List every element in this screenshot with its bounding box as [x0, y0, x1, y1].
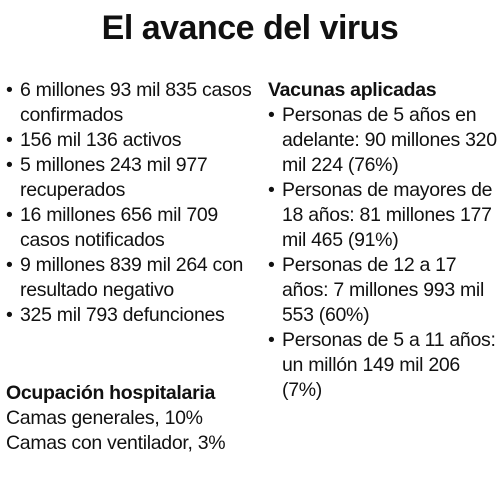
list-item-confirmed: 6 millones 93 mil 835 casos confirmados	[6, 78, 256, 128]
vaccines-list: Personas de 5 años en adelante: 90 millo…	[268, 103, 500, 403]
list-item-active: 156 mil 136 activos	[6, 128, 256, 153]
list-item-vaccine-5-11: Personas de 5 a 11 años: un millón 149 m…	[268, 328, 500, 403]
list-item-vaccine-12-17: Personas de 12 a 17 años: 7 millones 993…	[268, 253, 500, 328]
vaccines-column: Vacunas aplicadas Personas de 5 años en …	[268, 78, 500, 403]
list-item-vaccine-18-plus: Personas de mayores de 18 años: 81 millo…	[268, 178, 500, 253]
list-item-notified: 16 millones 656 mil 709 casos notificado…	[6, 203, 256, 253]
cases-column: 6 millones 93 mil 835 casos confirmados …	[6, 78, 256, 328]
hospital-heading: Ocupación hospitalaria	[6, 382, 216, 404]
ventilator-beds-line: Camas con ventilador, 3%	[6, 432, 226, 454]
general-beds-line: Camas generales, 10%	[6, 407, 203, 429]
cases-list: 6 millones 93 mil 835 casos confirmados …	[6, 78, 256, 328]
infographic-title: El avance del virus	[101, 9, 399, 47]
hospital-occupancy-section: Ocupación hospitalaria Camas generales, …	[6, 381, 266, 456]
vaccines-heading: Vacunas aplicadas	[268, 79, 437, 101]
list-item-negative: 9 millones 839 mil 264 con resultado neg…	[6, 253, 256, 303]
list-item-deaths: 325 mil 793 defunciones	[6, 303, 256, 328]
list-item-vaccine-5-plus: Personas de 5 años en adelante: 90 millo…	[268, 103, 500, 178]
list-item-recovered: 5 millones 243 mil 977 recuperados	[6, 153, 256, 203]
